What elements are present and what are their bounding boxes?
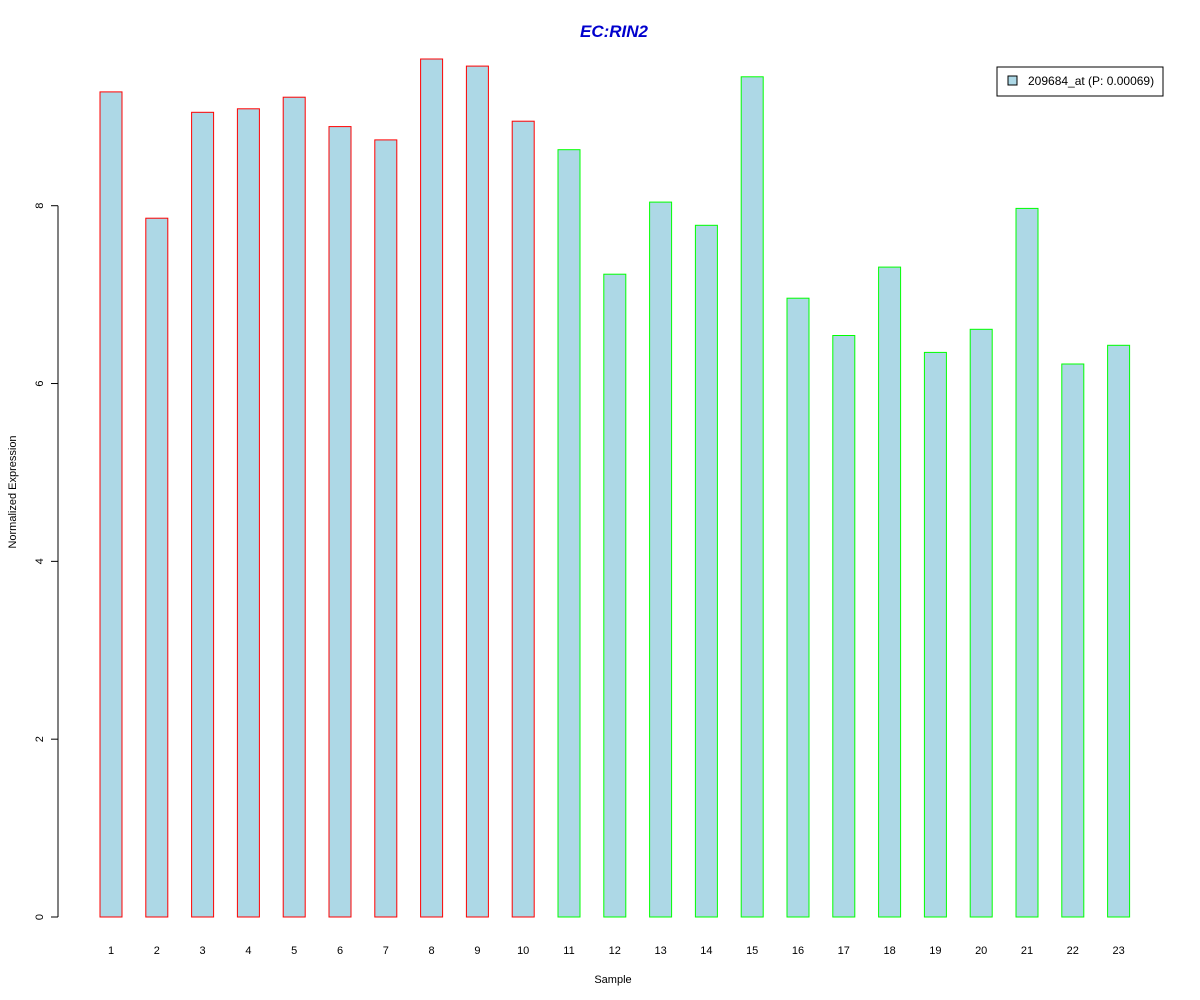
x-tick-label: 18 — [883, 945, 895, 957]
bar-sample-1 — [99, 91, 123, 918]
x-tick-label: 15 — [746, 945, 758, 957]
bars-group — [99, 58, 1131, 918]
y-tick-label: 0 — [34, 914, 46, 920]
bar-sample-5 — [282, 96, 306, 918]
y-axis: 0 2 4 6 8 — [34, 203, 59, 920]
x-tick-label: 9 — [474, 945, 480, 957]
bar-sample-4 — [236, 108, 260, 918]
x-tick-label: 8 — [429, 945, 435, 957]
x-tick-label: 4 — [245, 945, 251, 957]
x-tick-label: 10 — [517, 945, 529, 957]
x-tick-label: 2 — [154, 945, 160, 957]
bar-sample-12 — [603, 273, 627, 918]
y-tick-label: 8 — [34, 203, 46, 209]
x-tick-label: 17 — [838, 945, 850, 957]
bar-sample-7 — [374, 139, 398, 918]
legend-label: 209684_at (P: 0.00069) — [1028, 74, 1154, 88]
x-tick-label: 5 — [291, 945, 297, 957]
bar-sample-23 — [1107, 344, 1131, 918]
x-tick-label: 11 — [563, 945, 574, 957]
bar-sample-21 — [1015, 207, 1039, 918]
bar-sample-14 — [694, 224, 718, 918]
x-tick-label: 22 — [1067, 945, 1079, 957]
bar-sample-10 — [511, 120, 535, 918]
bar-sample-8 — [420, 58, 444, 918]
bar-sample-17 — [832, 335, 856, 918]
x-tick-label: 23 — [1112, 945, 1124, 957]
chart-title: EC:RIN2 — [580, 22, 649, 41]
x-tick-label: 21 — [1021, 945, 1033, 957]
bar-sample-2 — [145, 217, 169, 918]
bar-sample-15 — [740, 76, 764, 918]
x-tick-labels: 1 2 3 4 5 6 7 8 9 10 11 12 13 14 15 16 17 18 19 20 21 22 23 — [108, 945, 1125, 957]
x-axis-label: Sample — [594, 974, 631, 986]
bar-sample-22 — [1061, 363, 1085, 918]
legend: 209684_at (P: 0.00069) — [996, 66, 1164, 97]
y-axis-label: Normalized Expression — [7, 435, 19, 548]
legend-swatch — [1007, 75, 1018, 86]
x-tick-label: 7 — [383, 945, 389, 957]
bar-sample-3 — [191, 111, 215, 918]
bar-sample-6 — [328, 126, 352, 918]
bar-sample-19 — [923, 351, 947, 918]
y-tick-label: 2 — [34, 736, 46, 742]
legend-box — [996, 66, 1164, 97]
x-tick-label: 14 — [700, 945, 712, 957]
x-tick-label: 3 — [200, 945, 206, 957]
bar-sample-16 — [786, 297, 810, 918]
bar-sample-20 — [969, 328, 993, 918]
y-tick-label: 4 — [34, 558, 46, 564]
x-tick-label: 19 — [929, 945, 941, 957]
bar-sample-9 — [465, 65, 489, 918]
x-tick-label: 20 — [975, 945, 987, 957]
x-tick-label: 13 — [654, 945, 666, 957]
bar-sample-13 — [649, 201, 673, 918]
x-tick-label: 16 — [792, 945, 804, 957]
bar-sample-18 — [878, 266, 902, 918]
bar-sample-11 — [557, 149, 581, 918]
y-tick-label: 6 — [34, 380, 46, 386]
x-tick-label: 12 — [609, 945, 621, 957]
x-tick-label: 1 — [108, 945, 114, 957]
x-tick-label: 6 — [337, 945, 343, 957]
